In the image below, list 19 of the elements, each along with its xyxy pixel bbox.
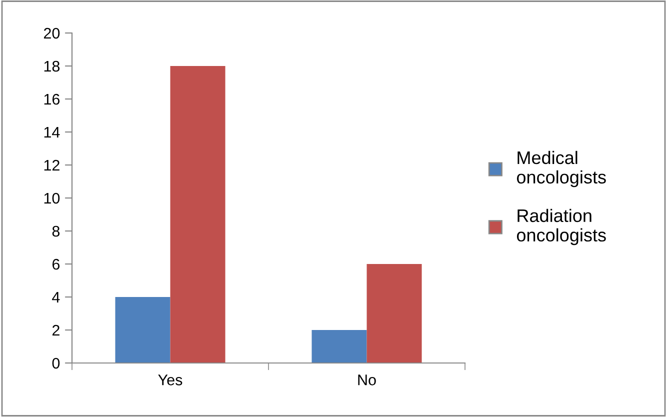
bar [366,264,422,363]
x-tick-label: No [358,374,376,386]
y-tick-label: 20 [44,28,60,39]
y-tick-label: 12 [44,160,60,171]
y-tick-label: 18 [44,60,60,72]
y-tick-label: 10 [44,192,60,204]
legend-label: Medical oncologists [516,150,606,188]
y-tick-label: 0 [52,358,60,369]
bar [115,297,170,363]
y-tick-label: 4 [52,292,60,303]
y-tick-label: 2 [52,324,60,336]
y-tick-label: 16 [44,94,60,105]
bar [312,330,367,363]
y-tick-label: 14 [44,127,60,138]
y-tick-label: 8 [52,226,60,237]
x-tick-label: Yes [158,374,182,386]
y-tick-label: 6 [52,258,60,270]
legend-label: Radiation oncologists [516,208,606,246]
bar [170,66,226,363]
